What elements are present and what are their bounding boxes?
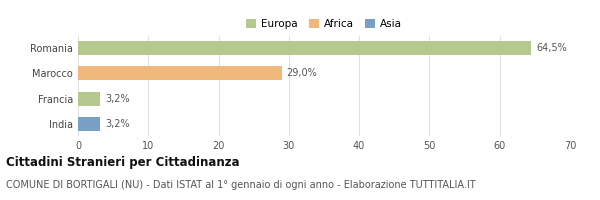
Bar bbox=[78, 41, 532, 55]
Text: 3,2%: 3,2% bbox=[106, 94, 130, 104]
Text: 64,5%: 64,5% bbox=[536, 43, 567, 53]
Bar bbox=[78, 117, 100, 131]
Bar bbox=[78, 92, 100, 106]
Text: 3,2%: 3,2% bbox=[106, 119, 130, 129]
Legend: Europa, Africa, Asia: Europa, Africa, Asia bbox=[246, 19, 402, 29]
Text: COMUNE DI BORTIGALI (NU) - Dati ISTAT al 1° gennaio di ogni anno - Elaborazione : COMUNE DI BORTIGALI (NU) - Dati ISTAT al… bbox=[6, 180, 476, 190]
Bar bbox=[78, 66, 282, 80]
Text: Cittadini Stranieri per Cittadinanza: Cittadini Stranieri per Cittadinanza bbox=[6, 156, 239, 169]
Text: 29,0%: 29,0% bbox=[287, 68, 317, 78]
